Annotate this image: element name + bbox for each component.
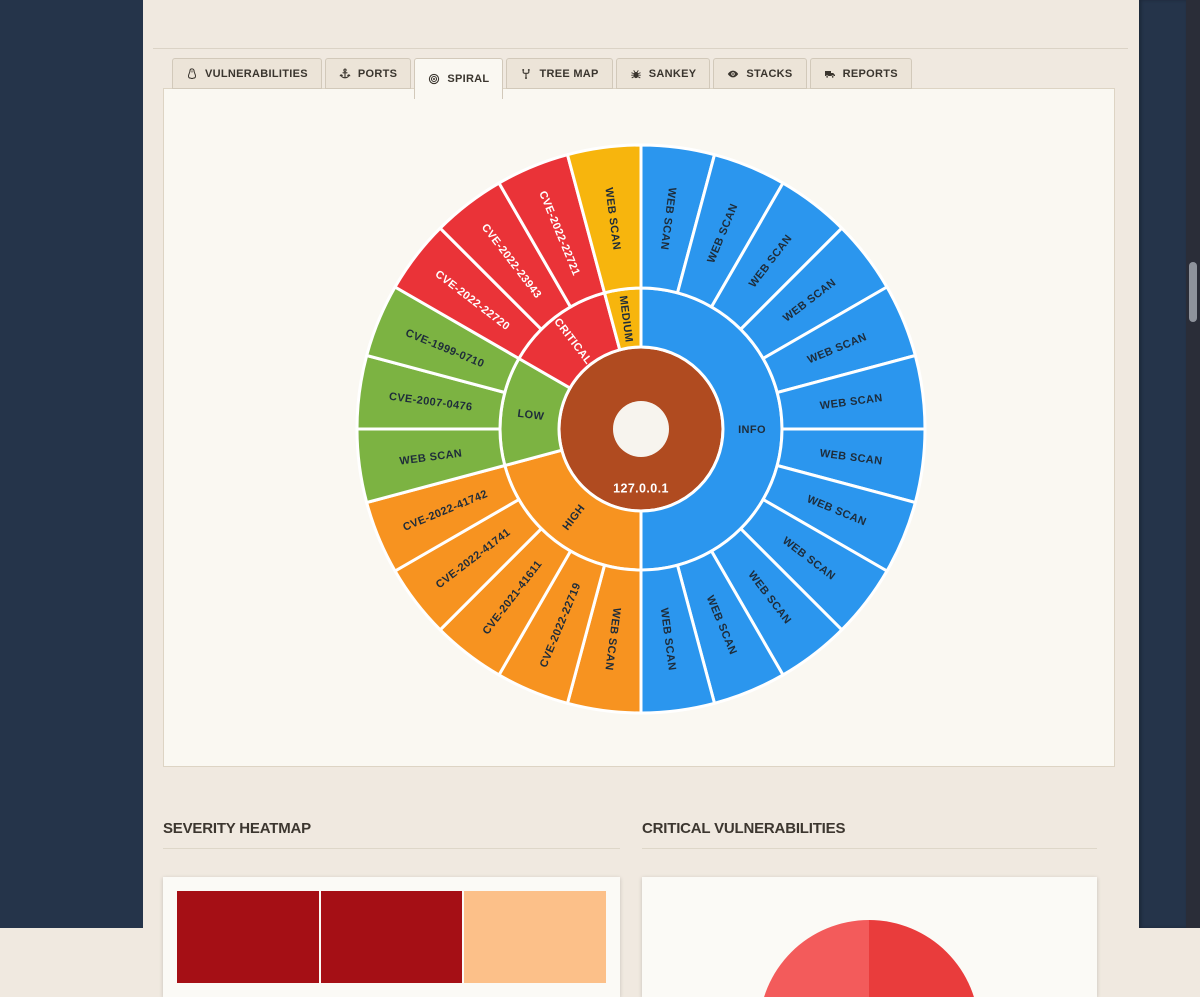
tab-label: REPORTS [842,67,898,80]
bug-icon [630,68,642,80]
tab-vulnerabilities[interactable]: VULNERABILITIES [172,58,322,89]
eye-icon [727,68,739,80]
severity-heatmap-chart [177,891,607,983]
linux-penguin-icon [186,67,198,80]
tab-label: STACKS [746,67,793,80]
right-background-band [1139,0,1186,928]
divider [163,848,620,849]
tab-label: SPIRAL [447,73,490,85]
sunburst-hole [613,401,669,457]
severity-heatmap-title: SEVERITY HEATMAP [163,820,311,837]
heatmap-cell[interactable] [177,891,319,983]
tab-reports[interactable]: REPORTS [809,58,912,89]
sunburst-finding-segment[interactable] [565,143,643,295]
spiral-tab-panel: WEB SCAN WEB SCAN WEB SCAN WEB SCAN WEB SCAN… [163,88,1115,767]
truck-icon [824,68,836,80]
tab-label: VULNERABILITIES [205,67,308,80]
critical-vulnerabilities-title: CRITICAL VULNERABILITIES [642,820,846,837]
bullseye-icon [428,73,440,85]
tab-sankey[interactable]: SANKEY [615,58,711,89]
tab-stacks[interactable]: STACKS [713,58,807,89]
severity-heatmap-card [163,877,620,997]
left-background-band [0,0,143,928]
severity-label: INFO [738,424,766,436]
critical-pie-chart[interactable] [759,920,979,997]
heatmap-cell[interactable] [464,891,607,983]
tab-tree-map[interactable]: TREE MAP [506,58,613,89]
heatmap-cell[interactable] [320,891,463,983]
anchor-icon [339,68,351,80]
tab-bar: VULNERABILITIES PORTS SPIRAL TREE MAP SANKEY… [172,58,912,99]
critical-vulnerabilities-card [642,877,1097,997]
sunburst-center-label: 127.0.0.1 [613,481,669,495]
scrollbar-track[interactable] [1186,0,1200,928]
tab-label: TREE MAP [539,67,599,80]
tab-label: PORTS [357,67,398,80]
tab-spiral[interactable]: SPIRAL [414,58,504,99]
tab-label: SANKEY [648,67,697,80]
code-branch-icon [520,68,532,80]
divider [642,848,1097,849]
scrollbar-thumb[interactable] [1189,262,1197,322]
severity-label: LOW [517,408,545,423]
top-divider [153,48,1128,49]
tab-ports[interactable]: PORTS [324,58,412,89]
